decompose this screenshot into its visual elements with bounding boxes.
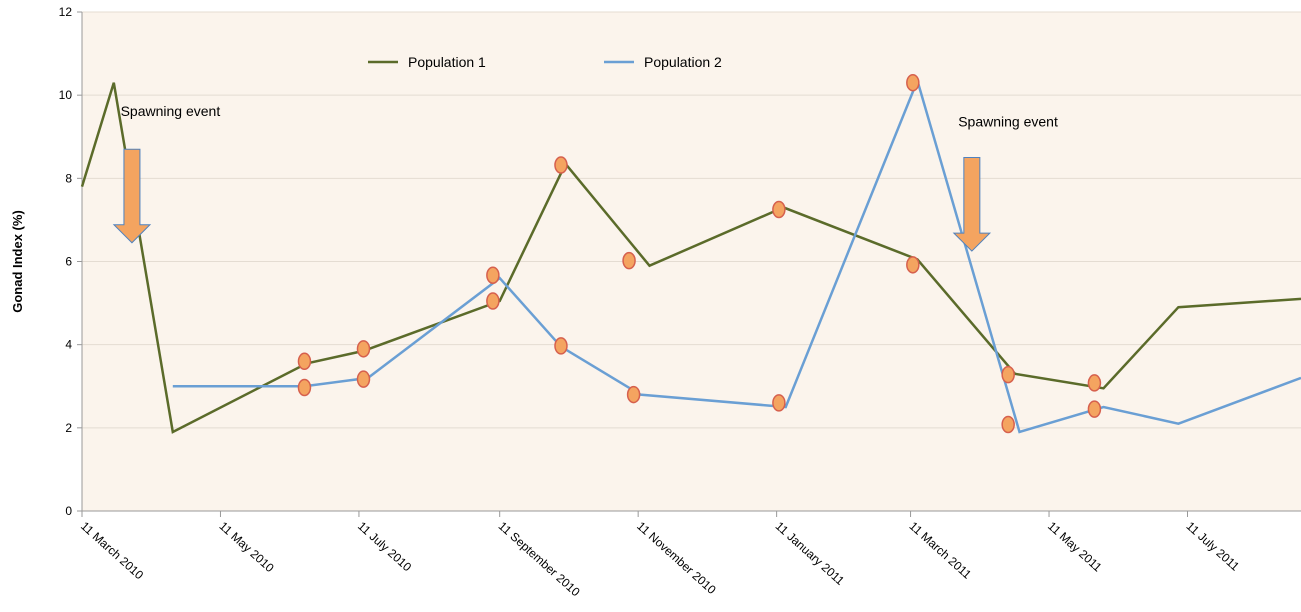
legend: Population 1 Population 2: [368, 54, 722, 70]
y-tick-label: 2: [65, 421, 72, 435]
sample-marker: [486, 266, 500, 284]
sample-marker: [356, 370, 371, 388]
x-tick-label: 11 May 2010: [216, 519, 277, 575]
legend-label-1: Population 1: [408, 54, 486, 70]
sample-marker: [1087, 374, 1102, 392]
y-tick-label: 12: [59, 5, 73, 19]
sample-marker: [772, 394, 786, 412]
y-tick-label: 4: [65, 338, 72, 352]
x-tick-label: 11 May 2011: [1045, 519, 1105, 575]
sample-marker: [554, 337, 568, 355]
spawning-arrow-icon: [112, 148, 152, 244]
x-tick-label: 11 July 2010: [355, 519, 415, 575]
spawning-event-label: Spawning event: [958, 113, 1058, 129]
sample-marker: [356, 340, 371, 358]
sample-marker: [906, 73, 920, 92]
x-tick-label: 11 March 2011: [907, 519, 975, 582]
sample-marker: [906, 256, 920, 274]
spawning-event-label: Spawning event: [121, 103, 221, 119]
sample-marker: [1001, 365, 1015, 384]
x-tick-label: 11 March 2010: [78, 519, 146, 583]
sample-marker: [622, 251, 636, 270]
sample-markers: [297, 73, 1102, 434]
x-tick-label: 11 January 2011: [773, 519, 848, 588]
sample-marker: [297, 378, 312, 397]
x-tick-label: 11 November 2010: [634, 519, 719, 597]
legend-label-2: Population 2: [644, 54, 722, 70]
sample-marker: [486, 292, 500, 310]
y-tick-label: 10: [59, 88, 73, 102]
y-tick-label: 8: [65, 171, 72, 185]
sample-marker: [297, 352, 312, 371]
sample-marker: [772, 200, 786, 219]
gridlines: [82, 11, 1301, 429]
sample-marker: [554, 156, 568, 174]
x-tick-label: 11 September 2010: [496, 519, 583, 600]
annotations: Spawning event Spawning event: [112, 103, 1058, 252]
sample-marker: [1087, 400, 1102, 418]
sample-marker: [1001, 415, 1015, 434]
y-axis-title: Gonad Index (%): [10, 210, 25, 313]
spawning-arrow-icon: [952, 157, 992, 252]
y-tick-label: 0: [65, 504, 72, 518]
sample-marker: [626, 385, 641, 404]
x-tick-label: 11 July 2011: [1183, 519, 1242, 574]
y-tick-label: 6: [65, 255, 72, 269]
